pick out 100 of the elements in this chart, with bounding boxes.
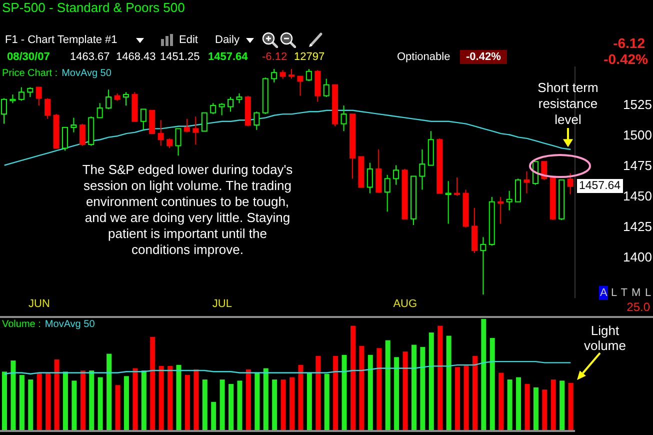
candlestick — [419, 148, 426, 190]
bar — [19, 375, 24, 431]
candlestick — [44, 98, 51, 120]
bar — [394, 357, 400, 431]
bar — [481, 319, 486, 431]
bar — [420, 347, 426, 431]
x-tick-label: JUL — [212, 298, 232, 310]
text: 1457.64 — [208, 50, 248, 64]
candlestick — [306, 68, 312, 82]
bar — [376, 348, 382, 431]
y-tick-label: 1475 — [623, 158, 652, 173]
bar — [368, 354, 373, 431]
candlestick — [70, 117, 77, 133]
bar — [516, 377, 522, 431]
candlestick — [366, 162, 373, 194]
bar — [490, 338, 495, 431]
candlestick — [506, 190, 512, 211]
annotation: Short term resistance level — [536, 80, 600, 128]
bar — [306, 372, 312, 431]
bar — [438, 326, 443, 431]
bar — [272, 379, 278, 431]
bar — [560, 380, 565, 431]
candlestick — [271, 68, 278, 83]
candlestick — [515, 178, 522, 202]
bar — [507, 379, 512, 431]
bar — [446, 336, 452, 431]
bar — [455, 367, 460, 431]
text: 1451.25 — [160, 50, 200, 64]
candlestick — [175, 128, 182, 156]
text: -0.42% — [604, 51, 648, 67]
y-tick-label: 1500 — [623, 127, 652, 142]
x-tick-label: AUG — [393, 298, 418, 310]
bar — [211, 402, 216, 431]
text: 1457.64 — [577, 179, 623, 194]
candlestick — [288, 68, 294, 80]
bar — [220, 379, 225, 431]
bar — [46, 372, 51, 431]
bar — [316, 356, 321, 431]
candlestick — [27, 86, 34, 98]
y-tick-label: 1425 — [623, 218, 652, 234]
candlestick — [445, 180, 452, 224]
candlestick — [192, 116, 199, 146]
bar — [184, 375, 190, 431]
bar — [54, 359, 60, 431]
candlestick — [393, 164, 400, 186]
bar — [568, 382, 574, 431]
text: -6.12 — [262, 50, 288, 64]
bar — [237, 380, 242, 431]
candlestick — [140, 108, 146, 130]
bar — [533, 387, 538, 431]
bar — [550, 379, 556, 431]
chart-subtitle: Price Chart : — [2, 68, 58, 80]
bar — [150, 336, 156, 431]
bar — [411, 344, 416, 431]
bar — [333, 356, 338, 431]
bar — [402, 351, 408, 431]
bar — [124, 376, 129, 431]
candlestick — [236, 92, 242, 104]
bar — [10, 360, 16, 431]
chart-title: SP-500 - Standard & Poors 500 — [2, 0, 185, 15]
bar — [89, 370, 94, 431]
y-tick-label: 1525 — [623, 96, 652, 112]
bar — [158, 366, 164, 431]
bar — [132, 368, 138, 431]
bar — [498, 372, 504, 431]
bar — [106, 354, 112, 431]
text: 1463.67 — [70, 50, 110, 64]
text: -6.12 — [613, 35, 645, 51]
text: Daily — [215, 34, 240, 46]
bar — [36, 372, 42, 431]
candlestick — [384, 174, 390, 212]
chart-title: Volume : — [2, 319, 41, 331]
candlestick — [62, 126, 68, 152]
candlestick — [228, 96, 234, 112]
text: 1468.43 — [116, 50, 156, 64]
candlestick — [158, 120, 164, 146]
candlestick — [201, 112, 208, 132]
bar — [280, 379, 286, 431]
candlestick — [184, 118, 190, 133]
bar — [62, 372, 68, 431]
annotation: The S&P edged lower during today's session on light volume. The trading environment continues to be tough, and we are doing very little. Staying patient is important until the conditions improve. — [81, 162, 294, 258]
text: -0.42% — [460, 50, 507, 64]
bar — [524, 384, 530, 431]
text: F1 - Chart Template #1 — [5, 34, 118, 46]
bar — [385, 340, 390, 431]
candlestick — [106, 89, 112, 110]
bar — [246, 369, 251, 431]
candlestick — [454, 176, 460, 196]
text: Optionable — [397, 50, 450, 64]
candlestick — [122, 92, 129, 106]
text: MovAvg 50 — [62, 68, 112, 80]
text: MovAvg 50 — [44, 319, 95, 331]
candlestick — [218, 102, 225, 116]
bar — [98, 377, 103, 431]
bar — [202, 379, 208, 431]
bar — [428, 332, 434, 431]
bar — [342, 354, 347, 431]
bar — [290, 377, 294, 431]
bar — [254, 372, 260, 431]
candlestick — [498, 196, 504, 224]
